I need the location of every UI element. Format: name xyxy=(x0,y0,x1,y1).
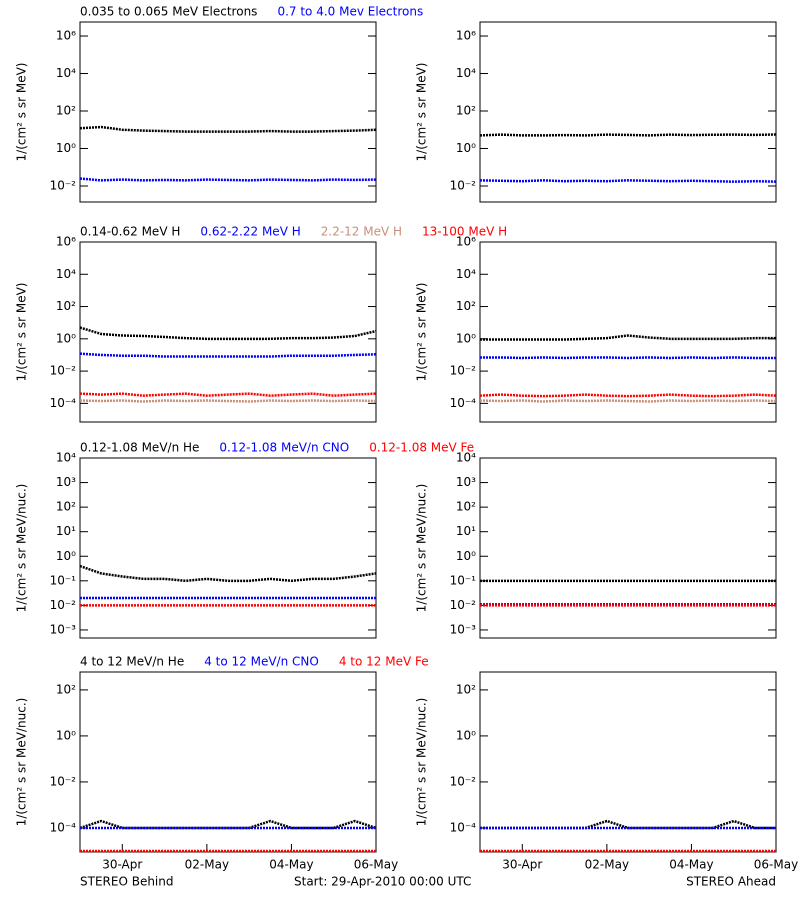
data-series xyxy=(79,125,377,133)
y-tick-label: 10⁻² xyxy=(450,598,477,612)
y-tick-label: 10⁻³ xyxy=(50,622,77,636)
plot-frame xyxy=(79,671,377,853)
y-axis-label: 1/(cm² s sr MeV) xyxy=(15,283,29,382)
y-tick-label: 10² xyxy=(456,682,476,696)
data-series xyxy=(79,392,377,397)
y-tick-label: 10⁰ xyxy=(56,549,76,563)
y-axis-label: 1/(cm² s sr MeV) xyxy=(15,63,29,162)
data-series xyxy=(79,352,377,358)
y-tick-label: 10² xyxy=(56,299,76,313)
legend-entry: 13-100 MeV H xyxy=(422,225,507,239)
y-tick-label: 10⁰ xyxy=(456,728,476,742)
legend-entry: 0.14-0.62 MeV H xyxy=(80,225,180,239)
y-tick-label: 10¹ xyxy=(456,524,476,538)
data-series xyxy=(79,326,377,341)
legend-entry: 0.7 to 4.0 Mev Electrons xyxy=(277,5,423,19)
y-tick-label: 10⁻² xyxy=(450,774,477,788)
y-tick-label: 10⁻² xyxy=(50,774,77,788)
y-axis-label: 1/(cm² s sr MeV/nuc.) xyxy=(415,698,429,827)
y-tick-label: 10² xyxy=(456,104,476,118)
y-tick-label: 10³ xyxy=(56,475,76,489)
plot-frame xyxy=(479,457,777,639)
y-tick-label: 10⁰ xyxy=(456,141,476,155)
footer-left: STEREO Behind xyxy=(80,875,174,889)
y-tick-label: 10⁶ xyxy=(456,29,476,43)
y-tick-label: 10⁰ xyxy=(456,549,476,563)
y-tick-label: 10¹ xyxy=(56,524,76,538)
x-tick-label: 30-Apr xyxy=(502,858,542,872)
legend-entry: 4 to 12 MeV/n CNO xyxy=(204,655,319,669)
y-tick-label: 10⁴ xyxy=(456,66,476,80)
legend-entry: 0.12-1.08 MeV/n CNO xyxy=(219,441,349,455)
y-axis-label: 1/(cm² s sr MeV) xyxy=(415,283,429,382)
plot-frame xyxy=(79,21,377,203)
y-tick-label: 10⁰ xyxy=(56,331,76,345)
y-axis-label: 1/(cm² s sr MeV) xyxy=(415,63,429,162)
x-tick-label: 04-May xyxy=(269,858,313,872)
y-tick-label: 10⁰ xyxy=(56,728,76,742)
data-series xyxy=(479,133,777,137)
y-tick-label: 10⁰ xyxy=(56,141,76,155)
data-series xyxy=(479,393,777,398)
y-tick-label: 10⁴ xyxy=(56,66,76,80)
y-tick-label: 10⁴ xyxy=(56,451,76,465)
y-tick-label: 10⁶ xyxy=(456,235,476,249)
y-tick-label: 10⁴ xyxy=(56,267,76,281)
legend-entry: 0.12-1.08 MeV/n He xyxy=(80,441,199,455)
y-axis-label: 1/(cm² s sr MeV/nuc.) xyxy=(415,484,429,613)
y-tick-label: 10⁻¹ xyxy=(50,573,77,587)
y-tick-label: 10² xyxy=(56,500,76,514)
plot-frame xyxy=(79,457,377,639)
y-tick-label: 10⁻³ xyxy=(450,622,477,636)
y-tick-label: 10⁶ xyxy=(56,235,76,249)
legend-entry: 0.035 to 0.065 MeV Electrons xyxy=(80,5,257,19)
x-tick-label: 06-May xyxy=(354,858,398,872)
data-series xyxy=(79,399,377,403)
legend-entry: 0.12-1.08 MeV Fe xyxy=(369,441,474,455)
y-tick-label: 10³ xyxy=(456,475,476,489)
data-series xyxy=(480,356,776,360)
x-tick-label: 30-Apr xyxy=(102,858,142,872)
y-tick-label: 10⁻² xyxy=(50,598,77,612)
y-tick-label: 10² xyxy=(56,104,76,118)
y-tick-label: 10² xyxy=(456,299,476,313)
legend-entry: 4 to 12 MeV Fe xyxy=(339,655,429,669)
y-axis-label: 1/(cm² s sr MeV/nuc.) xyxy=(15,484,29,613)
y-tick-label: 10⁻⁴ xyxy=(50,396,77,410)
y-axis-label: 1/(cm² s sr MeV/nuc.) xyxy=(15,698,29,827)
y-tick-label: 10⁴ xyxy=(456,451,476,465)
x-tick-label: 04-May xyxy=(669,858,713,872)
y-tick-label: 10⁻² xyxy=(450,178,477,192)
x-tick-label: 02-May xyxy=(185,858,229,872)
data-series xyxy=(79,564,377,583)
x-tick-label: 06-May xyxy=(754,858,798,872)
legend-entry: 0.62-2.22 MeV H xyxy=(200,225,300,239)
y-tick-label: 10⁻² xyxy=(450,364,477,378)
y-tick-label: 10² xyxy=(56,682,76,696)
y-tick-label: 10⁻² xyxy=(50,364,77,378)
data-series xyxy=(79,177,377,182)
plot-frame xyxy=(479,21,777,203)
y-tick-label: 10⁻⁴ xyxy=(450,396,477,410)
plot-frame xyxy=(479,671,777,853)
footer-right: STEREO Ahead xyxy=(686,875,776,889)
data-series xyxy=(479,179,777,183)
footer-center: Start: 29-Apr-2010 00:00 UTC xyxy=(294,875,471,889)
data-series xyxy=(479,399,777,403)
y-tick-label: 10⁻² xyxy=(50,178,77,192)
y-tick-label: 10⁰ xyxy=(456,331,476,345)
y-tick-label: 10⁻¹ xyxy=(450,573,477,587)
plot-frame xyxy=(479,241,777,423)
y-tick-label: 10² xyxy=(456,500,476,514)
y-tick-label: 10⁴ xyxy=(456,267,476,281)
data-series xyxy=(480,334,776,341)
x-tick-label: 02-May xyxy=(585,858,629,872)
legend-entry: 4 to 12 MeV/n He xyxy=(80,655,184,669)
y-tick-label: 10⁶ xyxy=(56,29,76,43)
legend-entry: 2.2-12 MeV H xyxy=(321,225,402,239)
y-tick-label: 10⁻⁴ xyxy=(450,820,477,834)
y-tick-label: 10⁻⁴ xyxy=(50,820,77,834)
